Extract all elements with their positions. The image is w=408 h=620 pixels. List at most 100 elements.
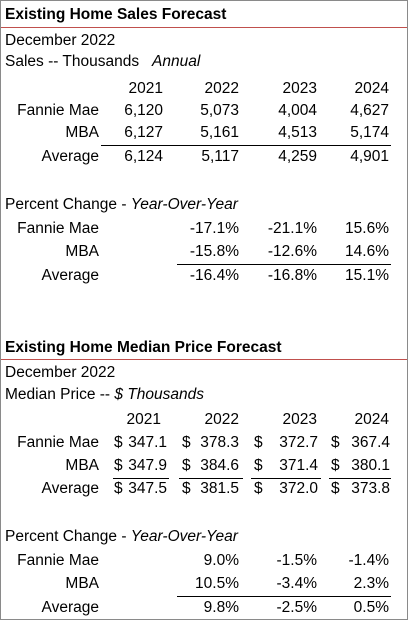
price-year-header: 2021 <box>126 411 161 428</box>
price-cell: 373.8 <box>351 480 390 497</box>
sales-pct-cell: -15.8% <box>189 243 239 260</box>
price-currency: $ <box>114 434 123 451</box>
sales-year-header: 2024 <box>354 80 389 97</box>
price-currency: $ <box>254 457 263 474</box>
sales-pct-cell: 15.1% <box>345 267 389 284</box>
price-cell: 372.0 <box>279 480 318 497</box>
price-row-label: MBA <box>65 457 99 474</box>
sales-pct-heading: Percent Change - Year-Over-Year <box>5 195 238 215</box>
price-cell: 381.5 <box>200 480 239 497</box>
price-pct-cell: -3.4% <box>276 575 318 592</box>
price-pct-cell: -1.5% <box>276 552 318 569</box>
price-year-header: 2023 <box>282 411 317 428</box>
price-sum-rule <box>329 478 391 479</box>
price-pct-heading: Percent Change - Year-Over-Year <box>5 527 238 547</box>
sales-pct-cell: -16.8% <box>267 267 317 284</box>
sales-cell: 4,513 <box>278 124 317 141</box>
sales-pct-row-label: Average <box>41 267 99 284</box>
sales-year-header: 2022 <box>204 80 239 97</box>
price-cell: 347.5 <box>128 480 167 497</box>
sales-row-label: Fannie Mae <box>17 102 99 119</box>
sales-pct-sum-rule <box>177 264 391 265</box>
price-currency: $ <box>114 480 123 497</box>
price-cell: 372.7 <box>279 434 318 451</box>
price-units-label: Median Price -- $ Thousands <box>5 385 204 405</box>
price-title: Existing Home Median Price Forecast <box>5 339 282 356</box>
price-pct-sum-rule <box>177 596 391 597</box>
sales-cell: 4,004 <box>278 102 317 119</box>
sales-title: Existing Home Sales Forecast <box>5 6 227 23</box>
sales-cell: 6,120 <box>124 102 163 119</box>
price-pct-row-label: MBA <box>65 575 99 592</box>
sales-row-label: Average <box>41 148 99 165</box>
sales-units-text: Sales -- Thousands <box>5 53 140 70</box>
price-row-label: Average <box>41 480 99 497</box>
sales-row-label: MBA <box>65 124 99 141</box>
price-currency: $ <box>331 434 340 451</box>
price-pct-cell: -1.4% <box>348 552 390 569</box>
sales-pct-note: Year-Over-Year <box>130 196 238 213</box>
price-pct-row-label: Fannie Mae <box>17 552 99 569</box>
price-currency: $ <box>182 480 191 497</box>
sales-date: December 2022 <box>5 32 116 49</box>
sales-pct-cell: -12.6% <box>267 243 317 260</box>
price-currency: $ <box>182 434 191 451</box>
sales-title-rule <box>1 27 407 28</box>
sales-units-note: Annual <box>152 53 201 70</box>
price-sum-rule <box>113 478 169 479</box>
sales-cell: 4,901 <box>350 148 389 165</box>
price-currency: $ <box>331 480 340 497</box>
price-date: December 2022 <box>5 364 116 381</box>
sales-pct-row-label: MBA <box>65 243 99 260</box>
sales-sum-rule <box>101 145 391 146</box>
sales-pct-cell: 15.6% <box>345 220 389 237</box>
price-pct-label: Percent Change - <box>5 528 131 545</box>
price-row-label: Fannie Mae <box>17 434 99 451</box>
price-cell: 347.1 <box>128 434 167 451</box>
price-currency: $ <box>331 457 340 474</box>
price-sum-rule <box>179 478 243 479</box>
price-pct-cell: -2.5% <box>276 599 318 616</box>
price-year-header: 2022 <box>204 411 239 428</box>
sales-cell: 5,073 <box>200 102 239 119</box>
sales-pct-cell: -16.4% <box>189 267 239 284</box>
price-currency: $ <box>254 434 263 451</box>
sales-pct-cell: -17.1% <box>189 220 239 237</box>
sales-year-header: 2023 <box>282 80 317 97</box>
sales-pct-cell: -21.1% <box>267 220 317 237</box>
price-currency: $ <box>254 480 263 497</box>
price-cell: 371.4 <box>279 457 318 474</box>
sales-units-label: Sales -- Thousands Annual <box>5 52 200 72</box>
price-pct-cell: 2.3% <box>353 575 389 592</box>
price-year-header: 2024 <box>354 411 389 428</box>
price-currency: $ <box>114 457 123 474</box>
sales-cell: 5,174 <box>350 124 389 141</box>
price-pct-cell: 9.8% <box>203 599 239 616</box>
price-cell: 347.9 <box>128 457 167 474</box>
sales-cell: 4,627 <box>350 102 389 119</box>
sales-cell: 5,161 <box>200 124 239 141</box>
price-units-note: $ Thousands <box>114 386 205 403</box>
price-pct-note: Year-Over-Year <box>130 528 238 545</box>
sales-pct-label: Percent Change - <box>5 196 131 213</box>
price-cell: 384.6 <box>200 457 239 474</box>
price-sum-rule <box>251 478 321 479</box>
price-cell: 380.1 <box>351 457 390 474</box>
price-pct-row-label: Average <box>41 599 99 616</box>
sales-year-header: 2021 <box>128 80 163 97</box>
sales-cell: 4,259 <box>278 148 317 165</box>
sales-cell: 5,117 <box>201 148 239 165</box>
price-cell: 378.3 <box>200 434 239 451</box>
price-currency: $ <box>182 457 191 474</box>
price-units-text: Median Price -- <box>5 386 115 403</box>
sales-cell: 6,124 <box>124 148 163 165</box>
sales-pct-row-label: Fannie Mae <box>17 220 99 237</box>
price-pct-cell: 10.5% <box>195 575 239 592</box>
price-cell: 367.4 <box>351 434 390 451</box>
price-pct-cell: 0.5% <box>353 599 389 616</box>
sales-pct-cell: 14.6% <box>345 243 389 260</box>
price-pct-cell: 9.0% <box>203 552 239 569</box>
price-title-rule <box>1 359 407 360</box>
sales-cell: 6,127 <box>124 124 163 141</box>
